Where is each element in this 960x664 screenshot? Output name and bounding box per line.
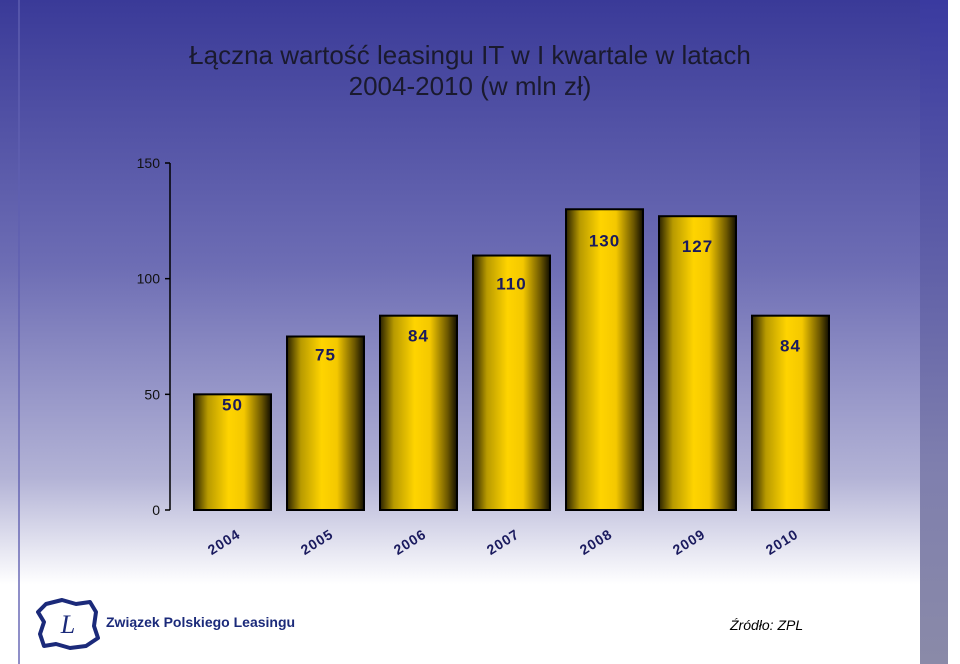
right-accent-strip [920,0,948,664]
data-label-2005: 75 [315,346,336,365]
bars-group [193,208,830,512]
y-tick-label: 50 [144,386,160,402]
zpl-logo-icon: L [36,598,100,650]
x-tick-label-2004: 2004 [205,526,243,558]
data-label-2008: 130 [589,231,620,250]
chart-title-line-1: Łączna wartość leasingu IT w I kwartale … [189,40,751,70]
organization-name: Związek Polskiego Leasingu [106,614,296,630]
data-labels-group: 50 75 84 110 130 127 84 [222,231,801,414]
source-note: Źródło: ZPL [730,617,804,633]
bar-2007 [472,254,551,511]
y-tick-label: 0 [152,502,160,518]
bar-2005 [286,335,365,511]
y-tick-label: 100 [137,271,161,287]
bar-2008 [565,208,644,511]
data-label-2007: 110 [496,275,526,294]
logo-letter: L [60,610,75,639]
chart-title: Łączna wartość leasingu IT w I kwartale … [60,40,880,102]
bar-2010 [751,314,830,511]
chart-title-line-2: 2004-2010 (w mln zł) [348,71,592,101]
left-accent-line [18,0,20,664]
data-label-2010: 84 [780,337,801,356]
x-tick-label-2006: 2006 [391,526,429,558]
x-tick-label-2005: 2005 [298,526,336,558]
data-label-2004: 50 [222,395,243,414]
x-tick-label-2008: 2008 [577,526,615,558]
y-tick-label: 150 [137,155,161,171]
x-tick-label-2009: 2009 [670,526,708,558]
data-label-2006: 84 [408,327,429,346]
x-tick-label-2010: 2010 [763,526,801,558]
y-axis: 0 50 100 150 [137,155,171,518]
bar-2004 [193,393,272,512]
x-axis: 2004 2005 2006 2007 2008 2009 2010 [205,526,801,558]
x-tick-label-2007: 2007 [484,526,522,558]
bar-2006 [379,314,458,511]
bar-2009 [658,215,737,511]
data-label-2009: 127 [682,237,713,256]
